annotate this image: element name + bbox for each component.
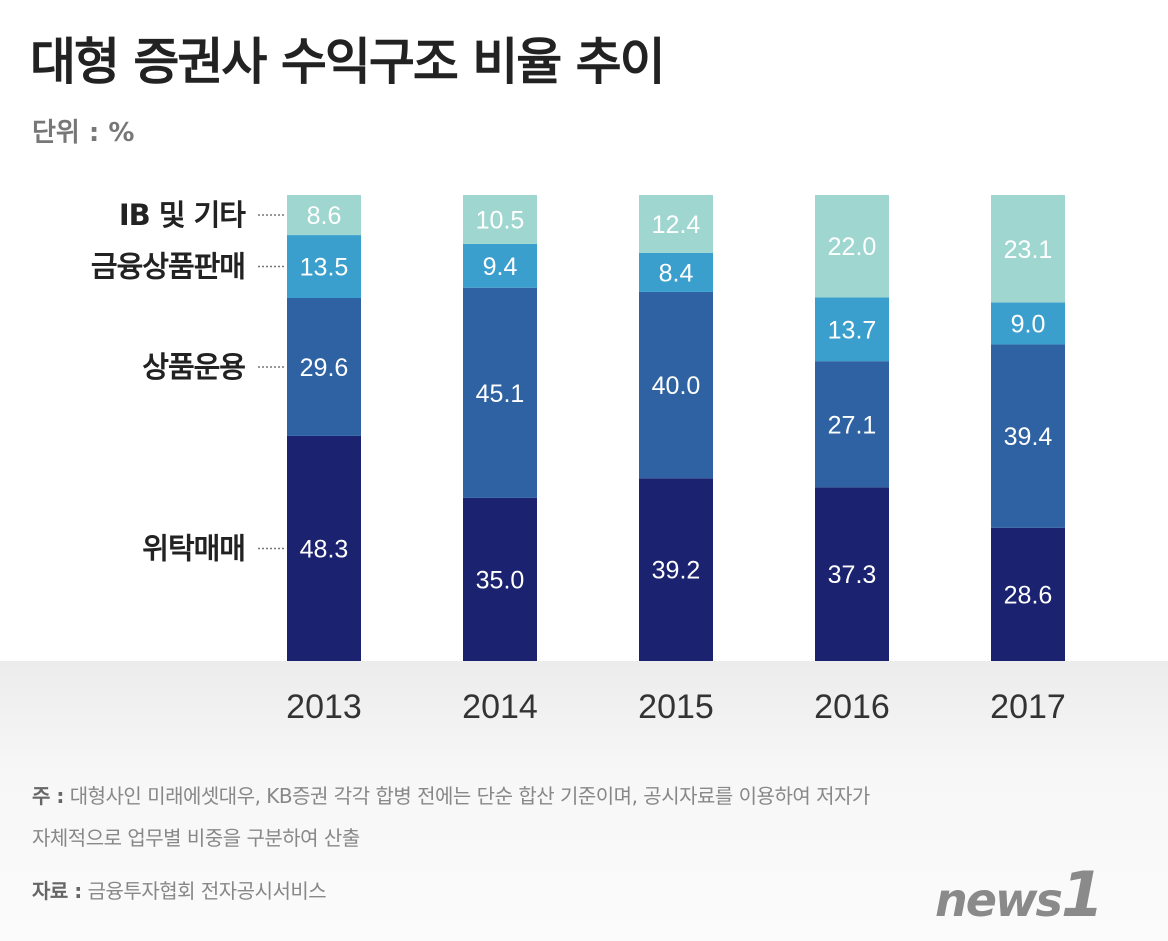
source-text: 금융투자협회 전자공시서비스 xyxy=(87,879,327,903)
data-label: 22.0 xyxy=(828,233,877,261)
data-label: 39.2 xyxy=(652,557,701,585)
data-label: 23.1 xyxy=(1004,236,1053,264)
data-label: 13.5 xyxy=(300,254,349,282)
stacked-bar-chart: 48.3 29.6 13.5 8.6 2013 35.0 45.1 9.4 10.5 2014 39… xyxy=(91,195,1066,726)
legend-label: 금융상품판매 xyxy=(91,250,245,284)
footnote-line2: 자체적으로 업무별 비중을 구분하여 산출 xyxy=(32,826,360,850)
data-label: 13.7 xyxy=(828,316,877,344)
bar-segment xyxy=(639,291,713,479)
bar-segment xyxy=(815,195,889,298)
source-label: 자료 : xyxy=(32,879,82,903)
data-label: 9.0 xyxy=(1011,310,1046,338)
note-label: 주 : xyxy=(32,784,64,808)
bar-segment xyxy=(463,195,537,244)
bar-segment xyxy=(639,478,713,661)
data-label: 10.5 xyxy=(476,206,525,234)
data-label: 48.3 xyxy=(300,535,349,563)
data-label: 29.6 xyxy=(300,354,349,382)
note-text: 대형사인 미래에셋대우, KB증권 각각 합병 전에는 단순 합산 기준이며, … xyxy=(69,784,871,808)
x-tick-label: 2013 xyxy=(286,688,362,726)
data-label: 8.6 xyxy=(307,202,342,230)
bar-segment xyxy=(287,235,361,298)
data-label: 39.4 xyxy=(1004,423,1053,451)
bar-segment xyxy=(815,297,889,362)
data-label: 40.0 xyxy=(652,372,701,400)
bar-segment xyxy=(463,243,537,288)
bar-segment xyxy=(815,487,889,661)
bar-segment xyxy=(287,297,361,436)
x-tick-label: 2015 xyxy=(638,688,714,726)
chart-title: 대형 증권사 수익구조 비율 추이 xyxy=(30,33,666,91)
news1-logo: news1 xyxy=(935,858,1104,931)
data-label: 28.6 xyxy=(1004,581,1053,609)
data-label: 9.4 xyxy=(483,253,518,281)
bar-segment xyxy=(991,195,1065,303)
bar-segment xyxy=(991,302,1065,345)
footnote: 주 : 대형사인 미래에셋대우, KB증권 각각 합병 전에는 단순 합산 기준… xyxy=(32,780,870,809)
data-label: 37.3 xyxy=(828,561,877,589)
x-tick-label: 2017 xyxy=(990,688,1066,726)
bar-segment xyxy=(639,195,713,253)
legend-label: 위탁매매 xyxy=(142,531,245,565)
bar-segment xyxy=(991,344,1065,528)
axis-band xyxy=(0,661,1168,941)
data-label: 45.1 xyxy=(476,380,525,408)
x-tick-label: 2016 xyxy=(814,688,890,726)
bar-segment xyxy=(991,527,1065,661)
data-label: 8.4 xyxy=(659,259,694,287)
bar-segment xyxy=(287,435,361,661)
bar-segment xyxy=(639,252,713,292)
source: 자료 : 금융투자협회 전자공시서비스 xyxy=(32,875,327,904)
unit-label: 단위 : % xyxy=(32,118,135,148)
legend-label: IB 및 기타 xyxy=(119,198,246,232)
data-label: 27.1 xyxy=(828,411,877,439)
data-label: 35.0 xyxy=(476,566,525,594)
legend-label: 상품운용 xyxy=(142,350,245,384)
bar-segment xyxy=(463,287,537,498)
data-label: 12.4 xyxy=(652,211,701,239)
bar-segment xyxy=(463,497,537,661)
bar-segment xyxy=(287,195,361,236)
bar-segment xyxy=(815,361,889,488)
x-tick-label: 2014 xyxy=(462,688,538,726)
